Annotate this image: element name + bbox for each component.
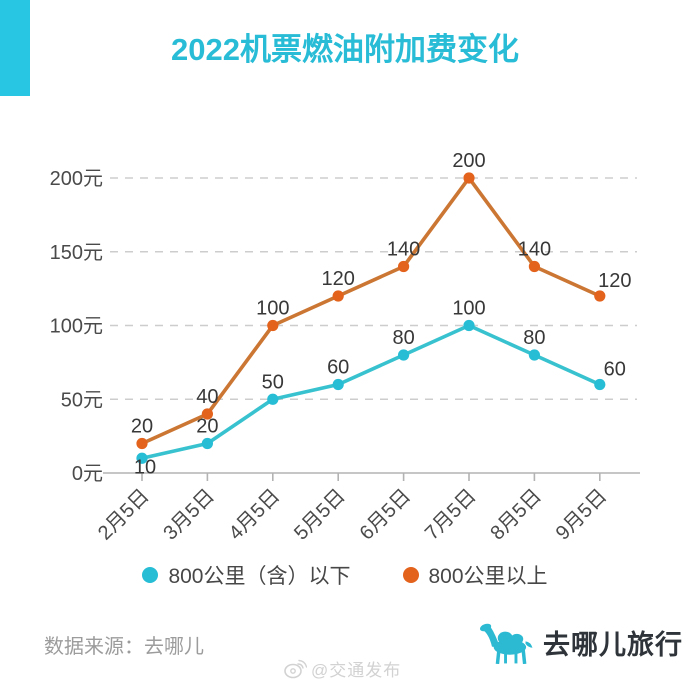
watermark: @交通发布 — [283, 656, 401, 681]
brand-logo: 去哪儿旅行 — [478, 620, 683, 664]
brand-name: 去哪儿旅行 — [543, 629, 683, 660]
data-source-label: 数据来源：去哪儿 — [44, 636, 204, 658]
svg-text:4月5日: 4月5日 — [225, 485, 285, 545]
svg-text:60: 60 — [604, 359, 626, 381]
svg-text:6月5日: 6月5日 — [356, 485, 416, 545]
svg-text:20: 20 — [196, 416, 218, 438]
svg-text:120: 120 — [322, 268, 355, 290]
accent-bar — [0, 0, 30, 96]
svg-text:50: 50 — [262, 371, 284, 393]
svg-text:100: 100 — [256, 298, 289, 320]
svg-text:9月5日: 9月5日 — [552, 485, 612, 545]
svg-text:2月5日: 2月5日 — [94, 485, 154, 545]
fuel-surcharge-line-chart: 0元 50元 100元 150元 200元 2月5日 3月5日 4月5日 5月5日 6月5日 7月5… — [50, 150, 640, 545]
svg-text:100元: 100元 — [50, 316, 103, 338]
svg-text:150元: 150元 — [50, 242, 103, 264]
svg-text:10: 10 — [134, 456, 156, 478]
svg-text:100: 100 — [452, 298, 485, 320]
watermark-text: @交通发布 — [311, 661, 402, 680]
svg-text:20: 20 — [131, 416, 153, 438]
legend-item-over-800km: 800公里以上 — [402, 560, 548, 590]
svg-text:50元: 50元 — [61, 389, 103, 411]
legend-label-over-800km: 800公里以上 — [428, 565, 548, 588]
legend-item-under-800km: 800公里（含）以下 — [142, 560, 351, 590]
svg-text:200: 200 — [452, 150, 485, 172]
weibo-icon — [284, 659, 307, 678]
svg-text:5月5日: 5月5日 — [290, 485, 350, 545]
legend-dot-over-800km — [402, 567, 419, 583]
svg-text:80: 80 — [523, 327, 545, 349]
svg-text:200元: 200元 — [50, 168, 103, 190]
svg-text:0元: 0元 — [72, 463, 103, 485]
svg-text:140: 140 — [518, 239, 551, 261]
svg-text:40: 40 — [196, 386, 218, 408]
svg-text:8月5日: 8月5日 — [486, 485, 546, 545]
chart-legend: 800公里（含）以下 800公里以上 — [0, 560, 690, 590]
svg-text:3月5日: 3月5日 — [159, 485, 219, 545]
svg-text:60: 60 — [327, 357, 349, 379]
legend-dot-under-800km — [142, 567, 159, 583]
svg-text:80: 80 — [392, 327, 414, 349]
svg-text:7月5日: 7月5日 — [421, 485, 481, 545]
page-title: 2022机票燃油附加费变化 — [171, 32, 519, 67]
legend-label-under-800km: 800公里（含）以下 — [168, 565, 351, 588]
svg-text:140: 140 — [387, 239, 420, 261]
svg-text:120: 120 — [598, 270, 631, 292]
camel-logo-icon — [479, 623, 533, 664]
